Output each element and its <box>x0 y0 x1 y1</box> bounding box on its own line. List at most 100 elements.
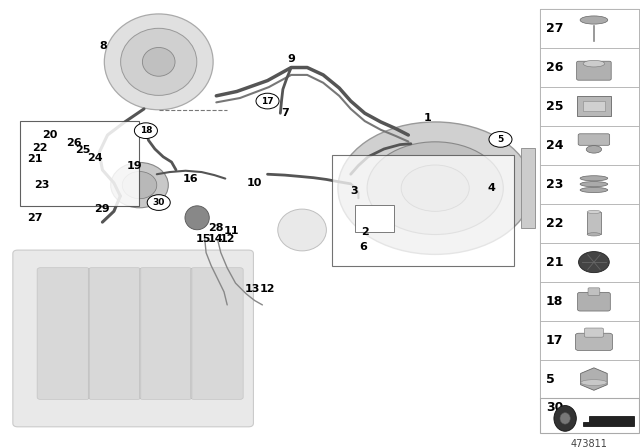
Text: 17: 17 <box>546 334 563 347</box>
Text: 16: 16 <box>183 173 198 184</box>
Circle shape <box>489 132 512 147</box>
Text: 25: 25 <box>546 99 563 113</box>
FancyBboxPatch shape <box>540 126 639 165</box>
FancyBboxPatch shape <box>584 328 604 337</box>
Text: 12: 12 <box>220 234 235 244</box>
Text: 473811: 473811 <box>571 439 607 448</box>
Text: 26: 26 <box>546 60 563 73</box>
FancyBboxPatch shape <box>540 321 639 360</box>
Ellipse shape <box>185 206 209 230</box>
FancyBboxPatch shape <box>540 165 639 204</box>
Ellipse shape <box>560 413 570 424</box>
Text: 5: 5 <box>546 373 555 386</box>
Ellipse shape <box>587 233 601 236</box>
FancyBboxPatch shape <box>540 204 639 243</box>
Text: 2: 2 <box>361 227 369 237</box>
Ellipse shape <box>579 252 609 273</box>
FancyBboxPatch shape <box>140 267 192 400</box>
FancyBboxPatch shape <box>540 47 639 86</box>
Text: 12: 12 <box>260 284 275 294</box>
Text: 30: 30 <box>152 198 165 207</box>
Text: 21: 21 <box>28 154 43 164</box>
Text: 11: 11 <box>224 226 239 236</box>
FancyBboxPatch shape <box>540 9 639 47</box>
Ellipse shape <box>580 176 608 181</box>
Text: 25: 25 <box>76 145 91 155</box>
Circle shape <box>256 93 279 109</box>
Ellipse shape <box>583 60 605 67</box>
FancyBboxPatch shape <box>521 148 535 228</box>
Polygon shape <box>580 368 607 390</box>
Text: 19: 19 <box>127 161 142 172</box>
FancyBboxPatch shape <box>577 293 611 311</box>
Ellipse shape <box>581 379 607 385</box>
FancyBboxPatch shape <box>332 155 514 266</box>
Circle shape <box>367 142 503 234</box>
Text: 7: 7 <box>281 108 289 118</box>
Ellipse shape <box>580 16 608 24</box>
FancyBboxPatch shape <box>540 360 639 399</box>
Text: 10: 10 <box>247 178 262 188</box>
Text: 27: 27 <box>546 22 563 34</box>
FancyBboxPatch shape <box>575 333 612 350</box>
Text: 8: 8 <box>100 41 108 51</box>
FancyBboxPatch shape <box>540 243 639 282</box>
Text: 17: 17 <box>261 97 274 106</box>
Ellipse shape <box>111 163 168 208</box>
Text: 14: 14 <box>208 234 223 244</box>
Text: 13: 13 <box>245 284 260 294</box>
Text: 28: 28 <box>208 223 223 233</box>
Circle shape <box>338 122 532 254</box>
Text: 23: 23 <box>34 180 49 190</box>
Circle shape <box>147 195 170 211</box>
Text: 22: 22 <box>546 217 563 230</box>
Ellipse shape <box>580 181 608 187</box>
Text: 18: 18 <box>140 126 152 135</box>
FancyBboxPatch shape <box>578 134 610 145</box>
Text: 9: 9 <box>287 54 295 64</box>
Ellipse shape <box>142 47 175 76</box>
FancyBboxPatch shape <box>88 267 141 400</box>
FancyBboxPatch shape <box>37 267 90 400</box>
Text: 6: 6 <box>359 242 367 252</box>
Text: 18: 18 <box>546 295 563 308</box>
FancyBboxPatch shape <box>540 86 639 126</box>
Text: 3: 3 <box>350 186 358 196</box>
Text: 29: 29 <box>95 204 110 214</box>
Ellipse shape <box>580 187 608 193</box>
Ellipse shape <box>120 28 197 95</box>
Text: 5: 5 <box>497 135 504 144</box>
Ellipse shape <box>586 146 602 153</box>
FancyBboxPatch shape <box>587 212 601 234</box>
FancyBboxPatch shape <box>540 282 639 321</box>
FancyBboxPatch shape <box>13 250 253 427</box>
Text: 23: 23 <box>546 178 563 191</box>
FancyBboxPatch shape <box>20 121 139 206</box>
Text: 24: 24 <box>546 139 563 152</box>
Text: 4: 4 <box>488 183 495 193</box>
Ellipse shape <box>104 14 213 110</box>
Circle shape <box>134 123 157 138</box>
FancyBboxPatch shape <box>577 61 611 80</box>
FancyBboxPatch shape <box>540 398 639 433</box>
Text: 26: 26 <box>66 138 81 148</box>
Text: 20: 20 <box>42 130 58 140</box>
FancyBboxPatch shape <box>577 96 611 116</box>
Circle shape <box>401 165 469 211</box>
FancyBboxPatch shape <box>583 101 605 111</box>
FancyBboxPatch shape <box>588 288 600 295</box>
Text: 24: 24 <box>87 153 102 163</box>
Ellipse shape <box>278 209 326 251</box>
FancyBboxPatch shape <box>355 205 394 232</box>
Text: 27: 27 <box>28 213 43 223</box>
Text: 15: 15 <box>196 234 211 244</box>
Ellipse shape <box>122 172 157 199</box>
Text: 1: 1 <box>424 113 431 124</box>
Text: 22: 22 <box>33 143 48 153</box>
Text: 21: 21 <box>546 256 563 269</box>
FancyBboxPatch shape <box>191 267 243 400</box>
Text: 30: 30 <box>546 401 563 414</box>
Ellipse shape <box>587 210 601 214</box>
FancyBboxPatch shape <box>540 9 639 399</box>
Polygon shape <box>583 416 634 426</box>
